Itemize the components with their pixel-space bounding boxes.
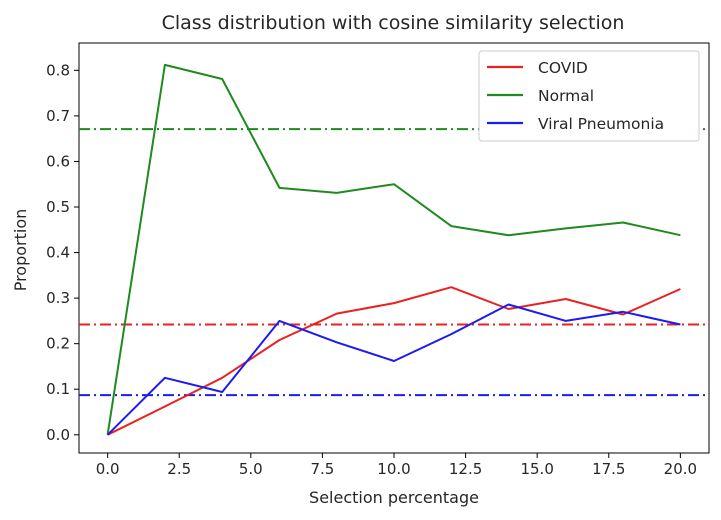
chart-title: Class distribution with cosine similarit…: [162, 12, 625, 34]
x-tick-label: 15.0: [520, 460, 553, 478]
legend: COVID Normal Viral Pneumonia: [478, 50, 700, 142]
legend-label-normal: Normal: [538, 87, 594, 105]
y-tick-label: 0.6: [46, 152, 70, 170]
y-tick-label: 0.2: [46, 335, 70, 353]
x-tick-label: 10.0: [377, 460, 410, 478]
y-tick-label: 0.3: [46, 289, 70, 307]
y-tick-label: 0.8: [46, 61, 70, 79]
series-line-normal: [106, 63, 681, 435]
x-axis: 0.0 2.5 5.0 7.5 10.0 12.5 15.0 17.5 20.0: [96, 453, 697, 478]
series-line-viral-pneumonia: [106, 303, 681, 436]
x-axis-label: Selection percentage: [309, 488, 479, 507]
legend-label-viral-pneumonia: Viral Pneumonia: [538, 115, 664, 133]
y-tick-label: 0.1: [46, 380, 70, 398]
x-tick-label: 2.5: [167, 460, 191, 478]
x-tick-label: 17.5: [592, 460, 625, 478]
x-tick-label: 5.0: [239, 460, 263, 478]
y-tick-label: 0.0: [46, 426, 70, 444]
y-axis-label: Proportion: [11, 209, 30, 292]
x-tick-label: 20.0: [664, 460, 697, 478]
y-tick-label: 0.4: [46, 244, 70, 262]
y-tick-label: 0.7: [46, 107, 70, 125]
legend-box: [478, 50, 700, 142]
reference-lines: [79, 128, 709, 397]
x-tick-label: 0.0: [96, 460, 120, 478]
y-axis: 0.0 0.1 0.2 0.3 0.4 0.5 0.6 0.7 0.8: [46, 61, 79, 444]
x-tick-label: 12.5: [449, 460, 482, 478]
legend-label-covid: COVID: [538, 59, 588, 77]
series-lines: [106, 63, 681, 436]
x-tick-label: 7.5: [310, 460, 334, 478]
y-tick-label: 0.5: [46, 198, 70, 216]
